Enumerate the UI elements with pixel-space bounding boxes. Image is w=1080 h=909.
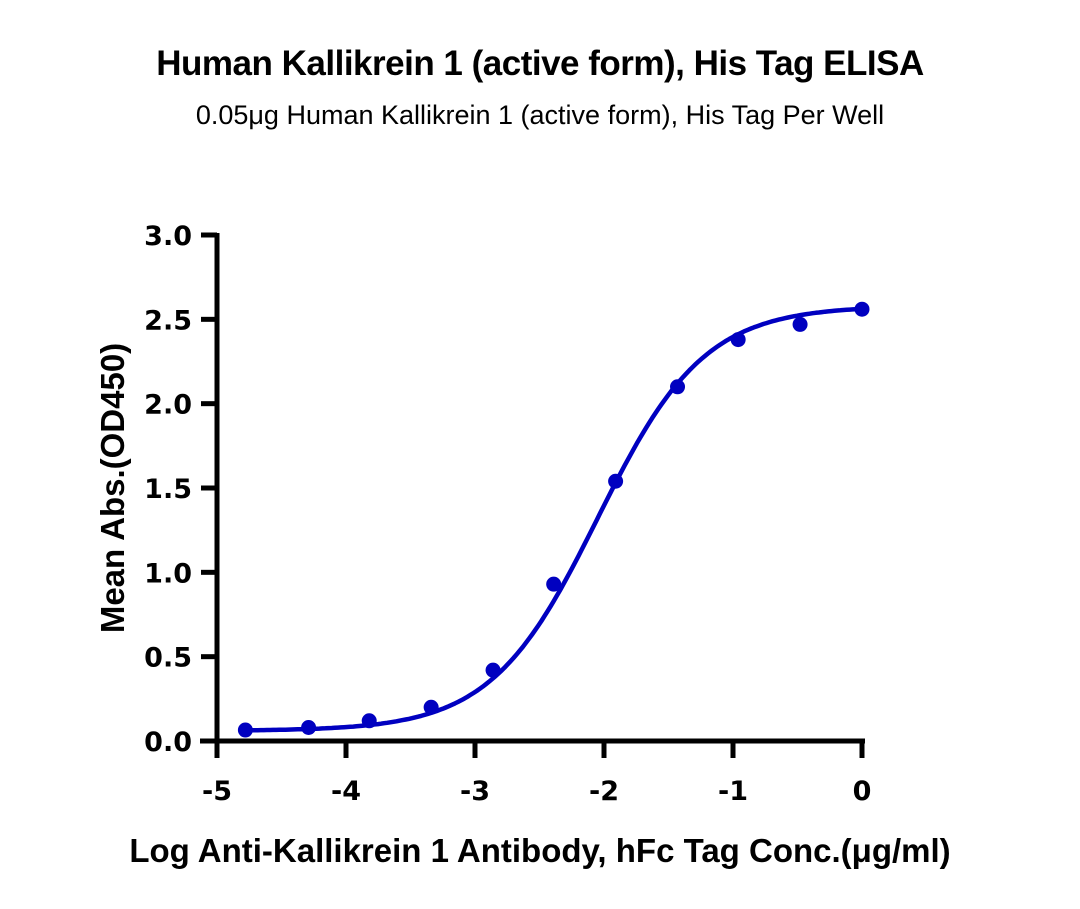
y-tick-label: 0.5 [144, 643, 192, 674]
data-point [608, 473, 624, 489]
data-point [485, 662, 501, 678]
x-axis-title: Log Anti-Kallikrein 1 Antibody, hFc Tag … [129, 832, 950, 869]
y-axis-title: Mean Abs.(OD450) [94, 343, 131, 633]
x-tick-label: 0 [853, 776, 872, 807]
data-point [237, 722, 253, 738]
y-axis-ticks: 0.0 0.5 1.0 1.5 2.0 2.5 3.0 [144, 221, 217, 758]
data-point [301, 720, 317, 736]
x-tick-label: -1 [718, 776, 748, 807]
x-tick-label: -2 [589, 776, 619, 807]
y-tick-label: 2.0 [144, 390, 192, 421]
chart-subtitle: 0.05μg Human Kallikrein 1 (active form),… [195, 100, 885, 130]
data-point [423, 699, 439, 715]
y-axis: 0.0 0.5 1.0 1.5 2.0 2.5 3.0 [144, 221, 220, 758]
x-tick-label: -5 [202, 776, 232, 807]
x-tick-label: -4 [331, 776, 361, 807]
x-axis: -5 -4 -3 -2 -1 0 [200, 738, 871, 807]
y-tick-label: 2.5 [144, 305, 192, 336]
data-point [792, 316, 808, 332]
chart-title: Human Kallikrein 1 (active form), His Ta… [156, 44, 924, 83]
x-tick-label: -3 [460, 776, 490, 807]
data-point [361, 713, 377, 729]
data-point [730, 332, 746, 348]
data-point [670, 379, 686, 395]
fit-curve [243, 306, 865, 733]
y-tick-label: 3.0 [144, 221, 192, 252]
y-tick-label: 0.0 [144, 727, 192, 758]
y-tick-label: 1.0 [144, 558, 192, 589]
data-point [854, 301, 870, 317]
x-axis-ticks: -5 -4 -3 -2 -1 0 [202, 741, 871, 807]
y-tick-label: 1.5 [144, 474, 192, 505]
data-points [237, 301, 870, 738]
data-point [546, 576, 562, 592]
